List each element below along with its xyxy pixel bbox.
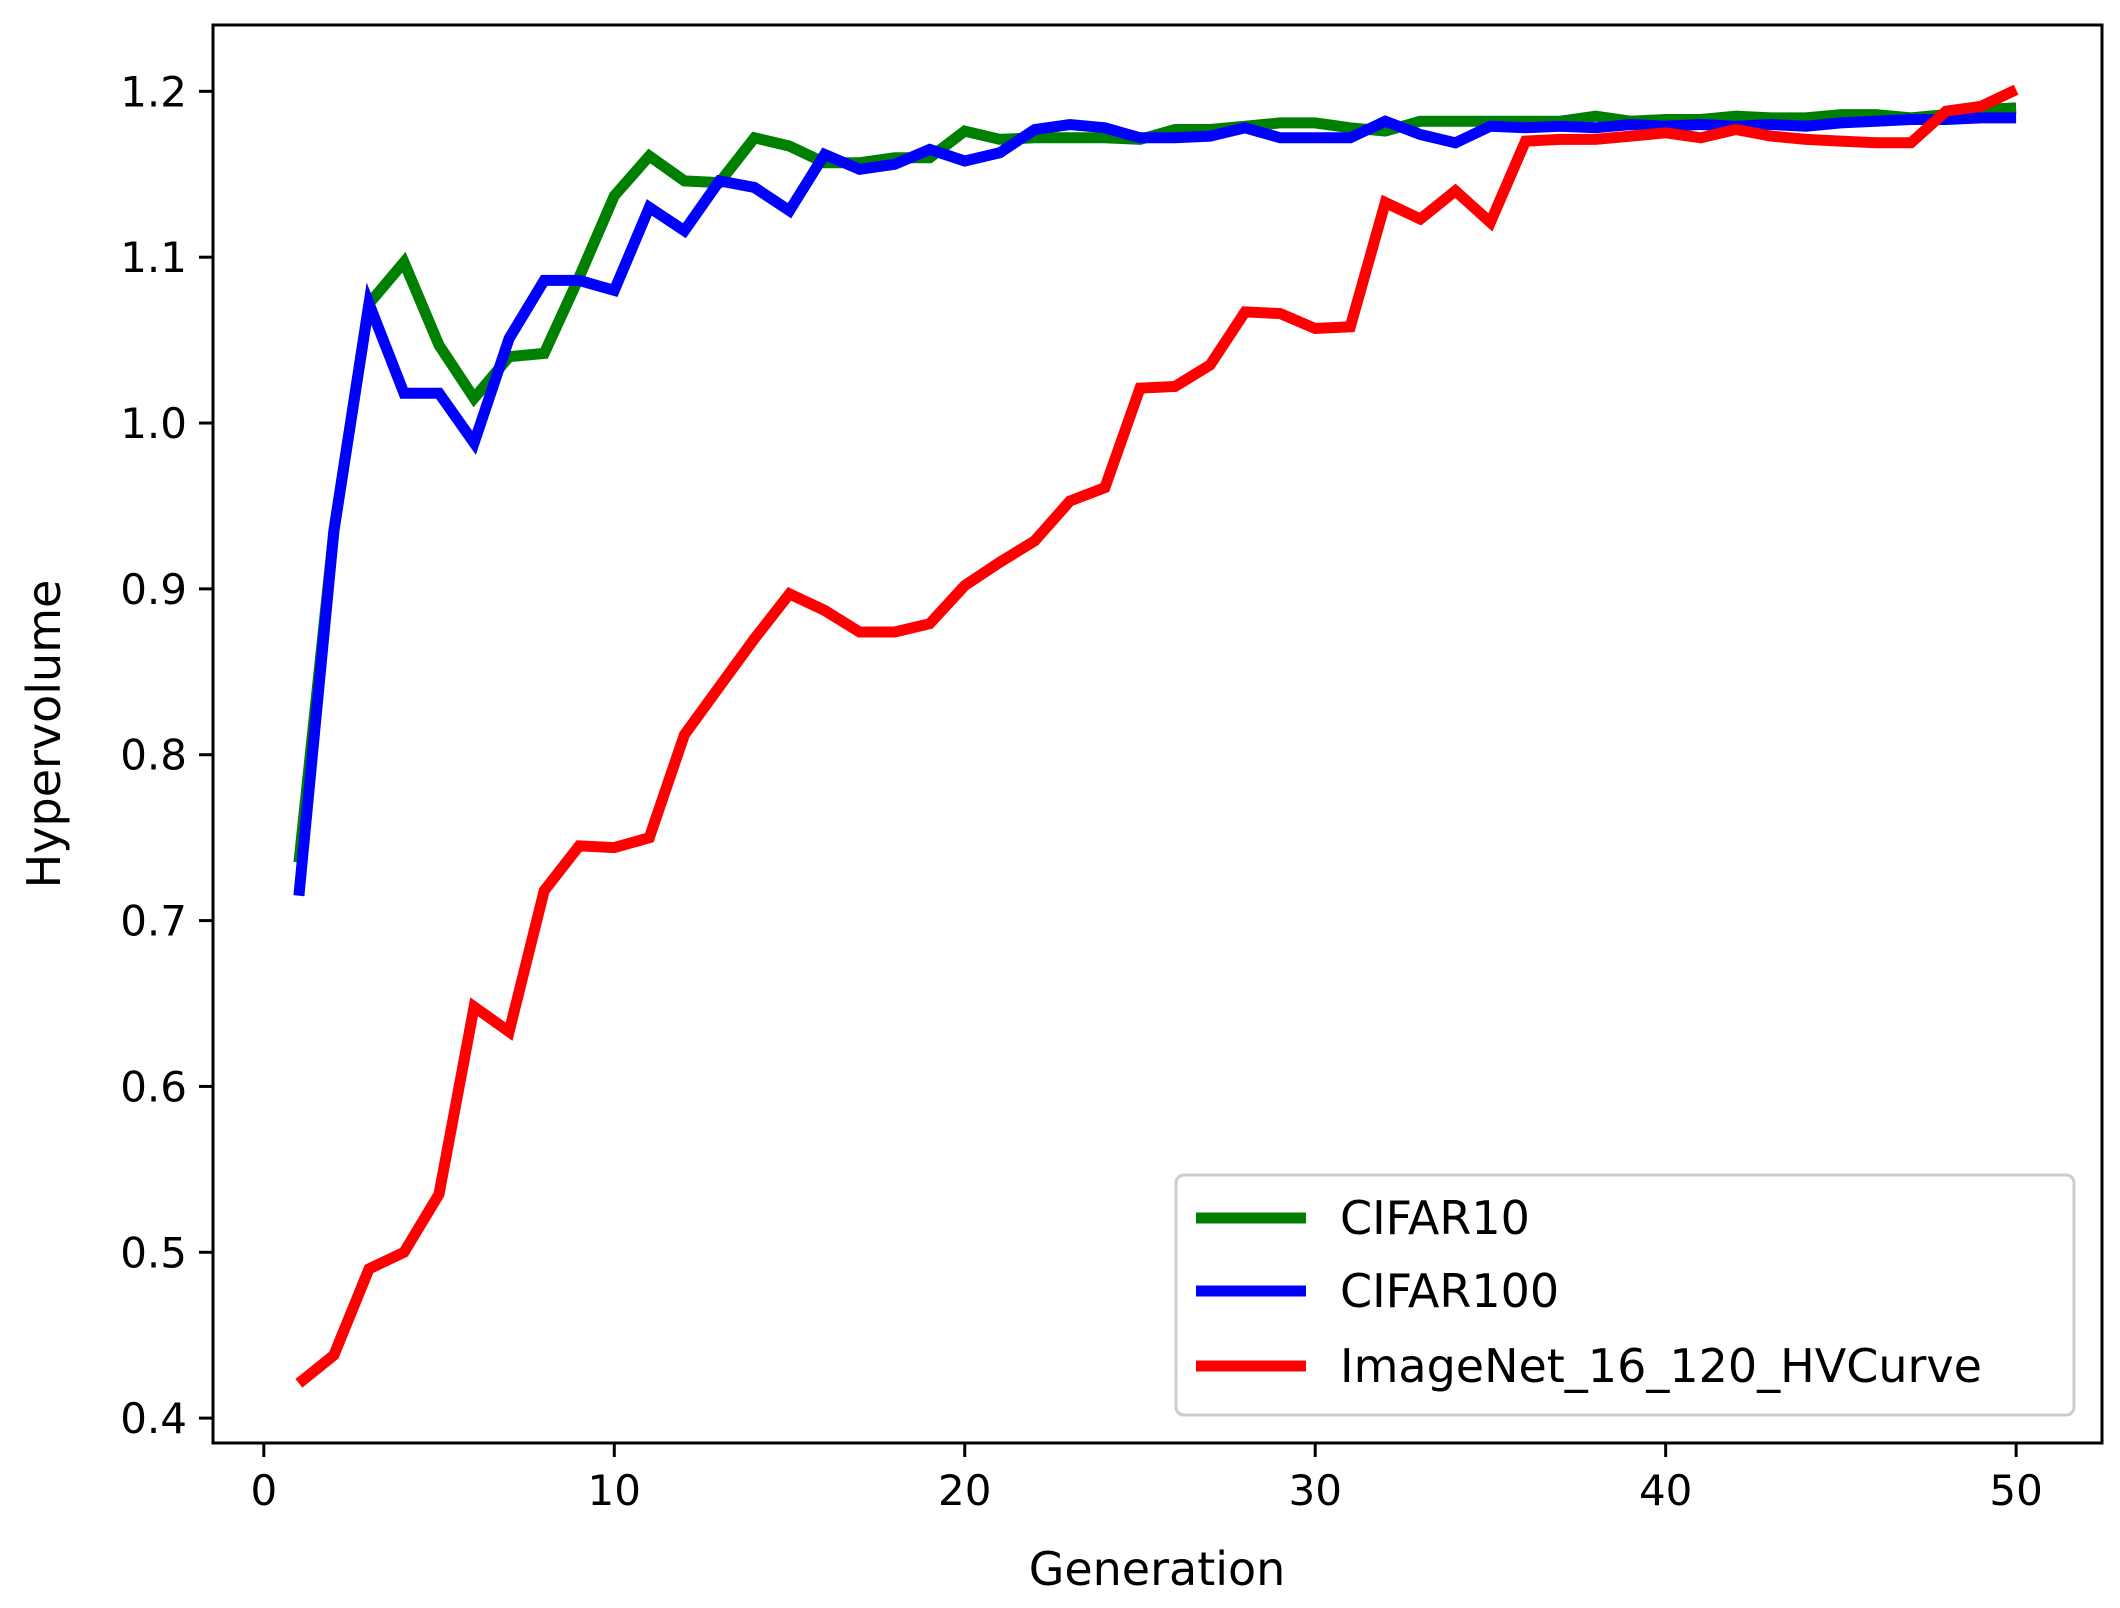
legend-label: ImageNet_16_120_HVCurve xyxy=(1340,1339,1982,1393)
y-tick-label: 1.0 xyxy=(120,399,187,448)
y-axis: 0.4 0.5 0.6 0.7 0.8 0.9 1.0 1.1 1.2 xyxy=(120,67,213,1443)
legend: CIFAR10 CIFAR100 ImageNet_16_120_HVCurve xyxy=(1174,1173,2076,1417)
series-layer xyxy=(293,84,2019,1388)
x-axis-label: Generation xyxy=(1029,1542,1286,1596)
x-tick-label: 0 xyxy=(250,1466,277,1515)
x-tick-label: 40 xyxy=(1639,1466,1692,1515)
series-line-imagenet-16-120-hvcurve xyxy=(295,84,2019,1388)
y-tick-label: 1.2 xyxy=(120,67,187,116)
plot-frame xyxy=(211,23,2104,1445)
y-tick-label: 0.4 xyxy=(120,1394,187,1443)
x-tick-label: 20 xyxy=(938,1466,991,1515)
y-tick-label: 0.9 xyxy=(120,565,187,614)
x-tick-label: 50 xyxy=(1989,1466,2042,1515)
x-axis: 0 10 20 30 40 50 xyxy=(250,1443,2043,1515)
x-tick-label: 10 xyxy=(588,1466,641,1515)
y-tick-label: 0.7 xyxy=(120,897,187,946)
x-tick-label: 30 xyxy=(1288,1466,1341,1515)
y-tick-label: 0.8 xyxy=(120,731,187,780)
y-axis-label: Hypervolume xyxy=(17,580,71,889)
legend-label: CIFAR100 xyxy=(1340,1264,1559,1318)
legend-box xyxy=(1174,1173,2076,1417)
legend-label: CIFAR10 xyxy=(1340,1191,1530,1245)
y-tick-label: 1.1 xyxy=(120,233,187,282)
y-tick-label: 0.5 xyxy=(120,1228,187,1277)
y-tick-label: 0.6 xyxy=(120,1062,187,1111)
